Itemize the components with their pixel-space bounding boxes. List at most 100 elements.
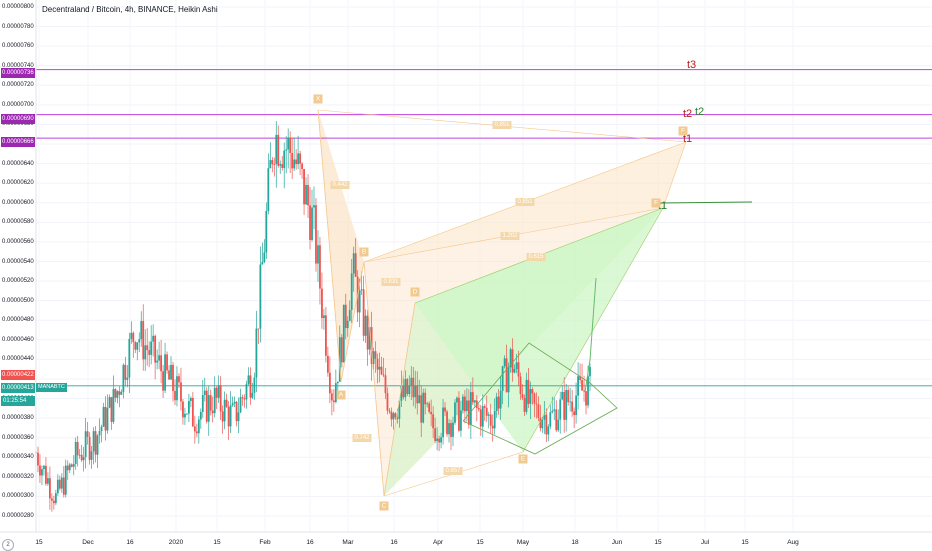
candle-body [420,395,423,423]
candle-body [189,397,192,401]
candle-body [96,435,99,455]
candle-body [378,366,381,370]
candle-body [235,401,238,422]
candle-body [416,385,419,404]
candle-body [497,396,500,409]
candle-body [305,184,307,205]
candle-body [279,164,282,166]
candle-body [519,376,522,395]
candle-body [344,304,347,329]
candle-body [551,410,554,413]
candle-body [104,406,107,431]
candle-body [571,401,574,412]
candle-body [549,412,552,427]
price-tick-label: 0.00000540 [2,258,34,265]
candle-body [515,362,518,370]
candle-body [122,364,125,392]
candle-body [477,408,480,410]
target-label-t1-red: t1 [683,133,693,145]
candle-body [396,417,399,419]
candle-body [110,397,113,422]
candle-body [434,428,437,441]
time-tick-label: Jun [611,539,623,546]
candle-body [41,469,43,476]
pattern-point-d: D [410,287,420,297]
candle-body [350,273,353,310]
candle-body [450,423,452,437]
settings-gear-icon[interactable]: 2 [2,539,14,551]
candle-body [575,395,578,416]
price-tick-label: 0.00000360 [2,434,34,441]
candle-body [313,205,315,208]
candle-body [380,366,383,375]
candle-body [583,390,585,392]
candle-body [297,153,300,165]
breakout-projection [584,277,597,393]
candle-body [64,465,67,495]
pattern-line [383,302,416,497]
candle-body [229,405,232,427]
candle-body [180,382,182,402]
candle-body [338,337,341,382]
candle-body [454,402,456,423]
candle-body [201,394,204,412]
candle-body [460,410,462,431]
candle-body [469,392,472,425]
candle-body [164,354,166,391]
candle-body [577,376,579,396]
candle-body [170,364,172,380]
price-tick-label: 0.00000700 [2,101,34,108]
price-tick-label: 0.00000280 [2,513,34,519]
target-label-t2-red: t2 [683,108,693,120]
candle-body [207,395,210,422]
candle-body [507,367,510,393]
candle-body [471,392,474,403]
candle-body [263,252,266,262]
candle-body [462,396,464,411]
candle-body [535,403,538,405]
candle-body [336,381,339,384]
candle-body [479,409,482,427]
time-tick-label: Dec [82,539,94,546]
candle-body [491,425,494,429]
price-tick-label: 0.00000500 [2,297,34,304]
candle-body [527,379,530,404]
candle-body [205,390,208,422]
candle-body [581,379,583,391]
candle-body [325,315,327,356]
candle-body [321,288,323,319]
candle-body [330,393,333,401]
candle-body [458,397,460,431]
candle-body [277,134,280,166]
target-label-t1-green: t1 [658,200,668,212]
candle-body [295,159,298,165]
candle-body [442,407,444,438]
time-tick-label: 15 [741,539,749,546]
time-tick-label: 16 [390,539,398,546]
candle-body [221,411,224,422]
price-tick-label: 0.00000520 [2,278,34,285]
candle-body [346,320,349,329]
candle-body [523,397,526,412]
candle-body [360,289,363,291]
candle-body [589,367,591,377]
candle-body [358,290,361,313]
pattern-point-b: B [359,247,369,257]
candle-body [168,370,170,380]
candle-body [418,395,421,404]
candle-body [47,478,49,484]
candle-body [265,210,268,253]
time-tick-label: 15 [654,539,662,546]
candle-body [191,397,194,427]
candle-body [193,426,196,432]
time-tick-label: 16 [306,539,314,546]
candle-body [56,479,59,494]
candle-body [525,379,528,412]
candle-body [166,354,168,371]
candle-body [467,400,470,425]
pattern-line [340,261,365,383]
candle-body [54,493,57,504]
price-tick-label: 0.00000640 [2,160,34,167]
candle-body [285,149,288,151]
candle-body [118,391,121,395]
